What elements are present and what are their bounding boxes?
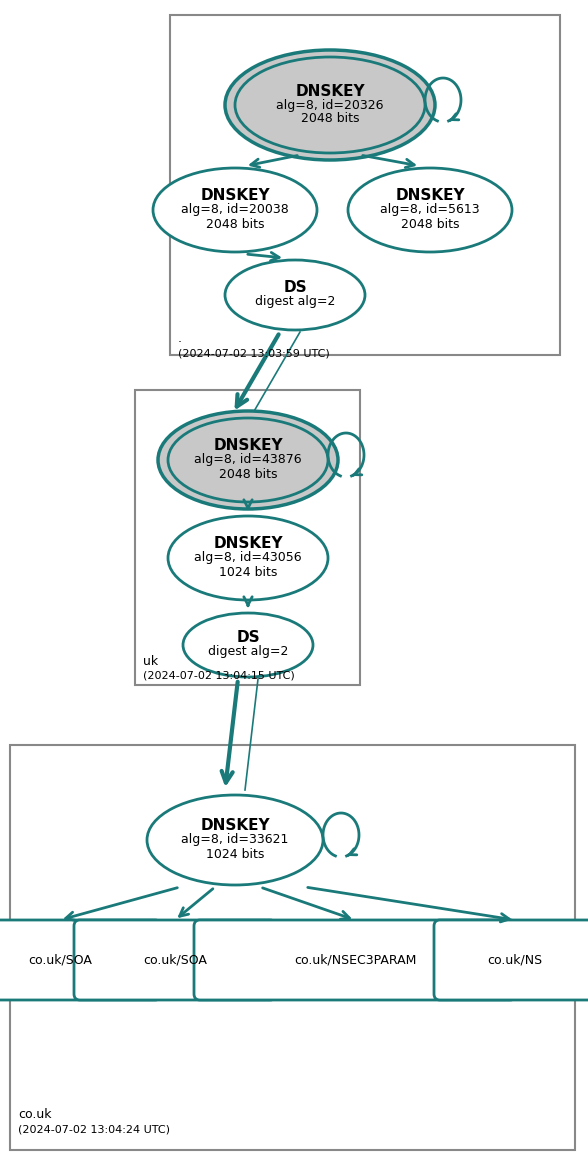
Ellipse shape — [168, 418, 328, 502]
Ellipse shape — [183, 613, 313, 677]
Ellipse shape — [348, 168, 512, 252]
Ellipse shape — [235, 57, 425, 152]
Bar — [10, 745, 575, 1150]
Text: DNSKEY: DNSKEY — [213, 536, 283, 551]
Ellipse shape — [225, 260, 365, 330]
Text: co.uk/NS: co.uk/NS — [487, 954, 543, 967]
Ellipse shape — [225, 50, 435, 160]
Text: DNSKEY: DNSKEY — [200, 819, 270, 834]
Text: alg=8, id=33621: alg=8, id=33621 — [181, 834, 289, 847]
Ellipse shape — [153, 168, 317, 252]
Text: DS: DS — [236, 631, 260, 645]
Text: DS: DS — [283, 280, 307, 296]
Text: 2048 bits: 2048 bits — [300, 113, 359, 126]
Text: (2024-07-02 13:04:24 UTC): (2024-07-02 13:04:24 UTC) — [18, 1124, 170, 1134]
Text: uk: uk — [143, 655, 158, 667]
Text: 1024 bits: 1024 bits — [219, 565, 277, 578]
FancyBboxPatch shape — [0, 920, 161, 1001]
Ellipse shape — [158, 411, 338, 509]
Text: alg=8, id=5613: alg=8, id=5613 — [380, 203, 480, 217]
Text: 2048 bits: 2048 bits — [206, 217, 264, 231]
Text: co.uk/SOA: co.uk/SOA — [143, 954, 207, 967]
Text: co.uk/SOA: co.uk/SOA — [28, 954, 92, 967]
Text: DNSKEY: DNSKEY — [213, 439, 283, 454]
Text: 2048 bits: 2048 bits — [219, 468, 278, 481]
Text: DNSKEY: DNSKEY — [200, 189, 270, 203]
Text: alg=8, id=43056: alg=8, id=43056 — [194, 551, 302, 564]
Text: alg=8, id=20326: alg=8, id=20326 — [276, 99, 384, 111]
Text: .: . — [178, 332, 182, 345]
Text: 2048 bits: 2048 bits — [401, 217, 459, 231]
Ellipse shape — [147, 795, 323, 884]
Text: DNSKEY: DNSKEY — [295, 83, 365, 99]
Text: 1024 bits: 1024 bits — [206, 848, 264, 861]
Text: digest alg=2: digest alg=2 — [255, 296, 335, 308]
Text: alg=8, id=20038: alg=8, id=20038 — [181, 203, 289, 217]
Text: (2024-07-02 13:03:59 UTC): (2024-07-02 13:03:59 UTC) — [178, 348, 330, 358]
Ellipse shape — [168, 516, 328, 601]
FancyBboxPatch shape — [194, 920, 516, 1001]
Text: alg=8, id=43876: alg=8, id=43876 — [194, 454, 302, 467]
Text: DNSKEY: DNSKEY — [395, 189, 465, 203]
Text: digest alg=2: digest alg=2 — [208, 645, 288, 658]
FancyBboxPatch shape — [434, 920, 588, 1001]
Bar — [135, 389, 360, 685]
Text: co.uk/NSEC3PARAM: co.uk/NSEC3PARAM — [294, 954, 416, 967]
Bar — [170, 15, 560, 355]
Text: co.uk: co.uk — [18, 1108, 52, 1121]
FancyBboxPatch shape — [74, 920, 276, 1001]
Text: (2024-07-02 13:04:15 UTC): (2024-07-02 13:04:15 UTC) — [143, 671, 295, 682]
